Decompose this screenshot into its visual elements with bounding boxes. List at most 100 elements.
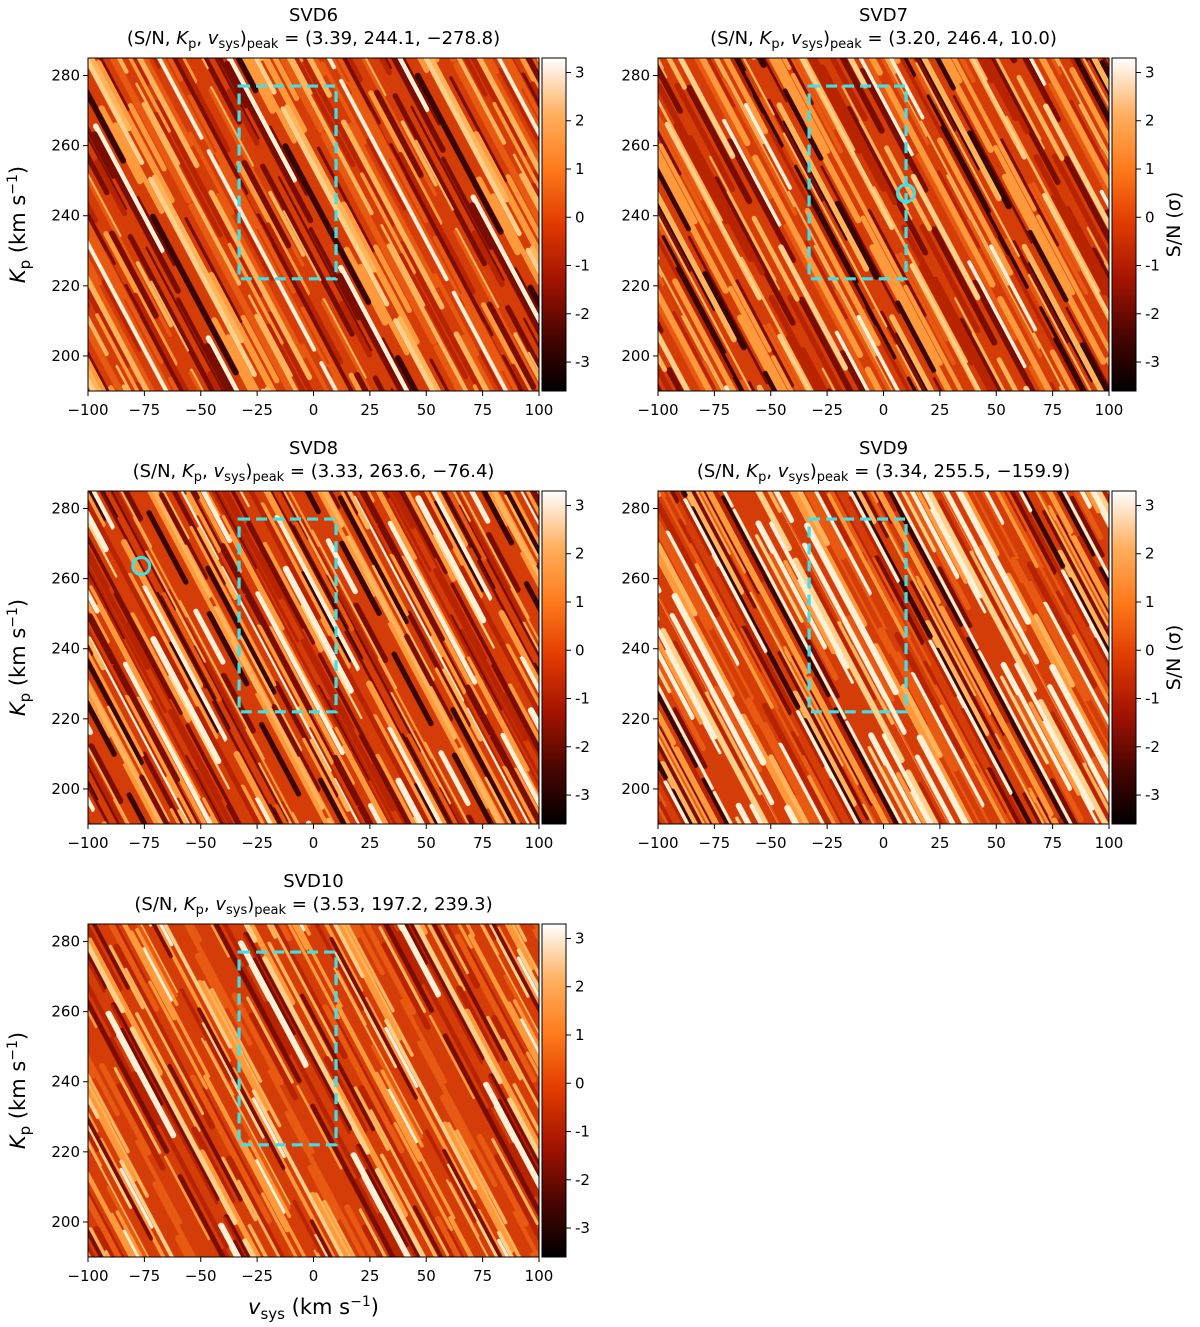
x-tick-label: −100 xyxy=(67,401,108,419)
colorbar-tick-label: 1 xyxy=(1145,160,1155,178)
colorbar-tick-label: 0 xyxy=(575,641,585,659)
heatmap-svd9 xyxy=(658,491,1109,824)
panel-title: SVD7 xyxy=(859,5,908,26)
y-axis-label: Kp (km s−1) xyxy=(5,166,34,283)
x-tick-label: 25 xyxy=(360,1267,379,1285)
colorbar-label: S/N (σ) xyxy=(1163,192,1185,258)
colorbar-tick-label: 3 xyxy=(575,929,585,947)
y-tick-label: 200 xyxy=(621,780,650,798)
x-tick-label: −75 xyxy=(699,834,731,852)
panel-peak-summary: (S/N, Kp, vsys)peak = (3.39, 244.1, −278… xyxy=(127,28,500,52)
y-tick-label: 200 xyxy=(621,347,650,365)
y-tick-label: 220 xyxy=(51,710,80,728)
y-tick-label: 280 xyxy=(51,67,80,85)
x-tick-label: 50 xyxy=(417,834,436,852)
y-tick-label: 240 xyxy=(51,207,80,225)
panel-svd8: −100 −75 −50 −25 0 25 50 75 100 200 220 240 260 280 -3… xyxy=(5,438,590,852)
x-axis-label: vsys (km s−1) xyxy=(248,1294,379,1323)
colorbar-tick-label: -1 xyxy=(575,690,590,708)
colorbar-tick-label: 3 xyxy=(575,496,585,514)
panel-title: SVD8 xyxy=(289,438,338,459)
colorbar-tick-label: -3 xyxy=(575,786,590,804)
y-tick-label: 220 xyxy=(621,710,650,728)
colorbar xyxy=(541,490,567,825)
y-tick-label: 200 xyxy=(51,1213,80,1231)
colorbar-tick-label: 2 xyxy=(575,978,585,996)
panel-svd10: −100 −75 −50 −25 0 25 50 75 100 200 220 240 260 280 -3… xyxy=(5,871,590,1323)
y-tick-label: 220 xyxy=(621,277,650,295)
colorbar-tick-label: 1 xyxy=(1145,593,1155,611)
x-tick-label: 25 xyxy=(930,401,949,419)
y-tick-label: 220 xyxy=(51,277,80,295)
y-tick-label: 200 xyxy=(51,347,80,365)
x-tick-label: 100 xyxy=(525,834,554,852)
x-tick-label: 25 xyxy=(930,834,949,852)
x-tick-label: 100 xyxy=(525,401,554,419)
colorbar-tick-label: -1 xyxy=(575,257,590,275)
x-tick-label: −50 xyxy=(755,401,787,419)
x-tick-label: 100 xyxy=(1095,834,1124,852)
x-tick-label: −25 xyxy=(241,834,273,852)
colorbar xyxy=(1111,57,1137,392)
heatmap-svd8 xyxy=(88,491,539,824)
x-tick-label: 0 xyxy=(309,834,319,852)
panel-peak-summary: (S/N, Kp, vsys)peak = (3.33, 263.6, −76.… xyxy=(133,461,495,485)
colorbar-tick-label: 0 xyxy=(575,208,585,226)
colorbar-tick-label: -2 xyxy=(575,1171,590,1189)
colorbar xyxy=(541,923,567,1258)
region-box xyxy=(237,84,338,281)
x-tick-label: 0 xyxy=(309,1267,319,1285)
x-tick-label: −100 xyxy=(637,401,678,419)
colorbar-tick-label: -2 xyxy=(1145,305,1160,323)
panel-svd6: −100 −75 −50 −25 0 25 50 75 100 200 220 240 260 280 -3… xyxy=(5,5,590,419)
y-tick-label: 260 xyxy=(51,1003,80,1021)
x-tick-label: −50 xyxy=(755,834,787,852)
y-tick-label: 240 xyxy=(51,640,80,658)
x-tick-label: −50 xyxy=(185,401,217,419)
x-tick-label: 0 xyxy=(879,834,889,852)
colorbar xyxy=(541,57,567,392)
colorbar-tick-label: 3 xyxy=(1145,63,1155,81)
colorbar-label: S/N (σ) xyxy=(1163,625,1185,691)
x-tick-label: 50 xyxy=(417,401,436,419)
panel-title: SVD9 xyxy=(859,438,908,459)
panel-peak-summary: (S/N, Kp, vsys)peak = (3.34, 255.5, −159… xyxy=(697,461,1070,485)
colorbar-tick-label: -1 xyxy=(575,1123,590,1141)
x-tick-label: 75 xyxy=(473,401,492,419)
x-tick-label: 50 xyxy=(417,1267,436,1285)
x-tick-label: −25 xyxy=(811,834,843,852)
colorbar-tick-label: 0 xyxy=(575,1074,585,1092)
colorbar-tick-label: 1 xyxy=(575,593,585,611)
colorbar-tick-label: 1 xyxy=(575,160,585,178)
region-box xyxy=(237,517,338,714)
colorbar-tick-label: -1 xyxy=(1145,690,1160,708)
x-tick-label: −100 xyxy=(637,834,678,852)
heatmap-svd7 xyxy=(658,58,1109,391)
x-tick-label: −75 xyxy=(129,834,161,852)
colorbar-tick-label: -3 xyxy=(1145,786,1160,804)
x-tick-label: 75 xyxy=(1043,834,1062,852)
colorbar-tick-label: 2 xyxy=(1145,112,1155,130)
colorbar-tick-label: -3 xyxy=(1145,353,1160,371)
x-tick-label: 25 xyxy=(360,401,379,419)
y-tick-label: 260 xyxy=(51,137,80,155)
x-tick-label: 75 xyxy=(473,1267,492,1285)
peak-marker xyxy=(131,556,152,577)
y-axis-label: Kp (km s−1) xyxy=(5,599,34,716)
y-tick-label: 260 xyxy=(621,570,650,588)
colorbar-tick-label: 3 xyxy=(1145,496,1155,514)
x-tick-label: 50 xyxy=(987,401,1006,419)
colorbar-tick-label: 2 xyxy=(575,545,585,563)
panel-title: SVD6 xyxy=(289,5,338,26)
colorbar-tick-label: -2 xyxy=(575,738,590,756)
x-tick-label: 75 xyxy=(1043,401,1062,419)
y-tick-label: 280 xyxy=(621,500,650,518)
y-tick-label: 240 xyxy=(621,640,650,658)
colorbar-tick-label: 1 xyxy=(575,1026,585,1044)
x-tick-label: 100 xyxy=(525,1267,554,1285)
panel-svd9: −100 −75 −50 −25 0 25 50 75 100 200 220 240 260 280 -3… xyxy=(621,438,1185,852)
y-tick-label: 280 xyxy=(621,67,650,85)
heatmap-svd10 xyxy=(88,924,539,1257)
y-tick-label: 240 xyxy=(621,207,650,225)
